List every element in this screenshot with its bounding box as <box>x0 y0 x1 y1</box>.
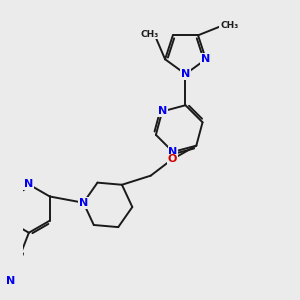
Text: N: N <box>181 69 190 79</box>
Text: N: N <box>201 54 211 64</box>
Text: N: N <box>168 147 178 157</box>
Text: CH₃: CH₃ <box>220 21 238 30</box>
Text: O: O <box>167 154 177 164</box>
Text: N: N <box>79 198 88 208</box>
Text: CH₃: CH₃ <box>140 29 158 38</box>
Text: N: N <box>24 179 34 189</box>
Text: N: N <box>6 276 15 286</box>
Text: N: N <box>158 106 167 116</box>
